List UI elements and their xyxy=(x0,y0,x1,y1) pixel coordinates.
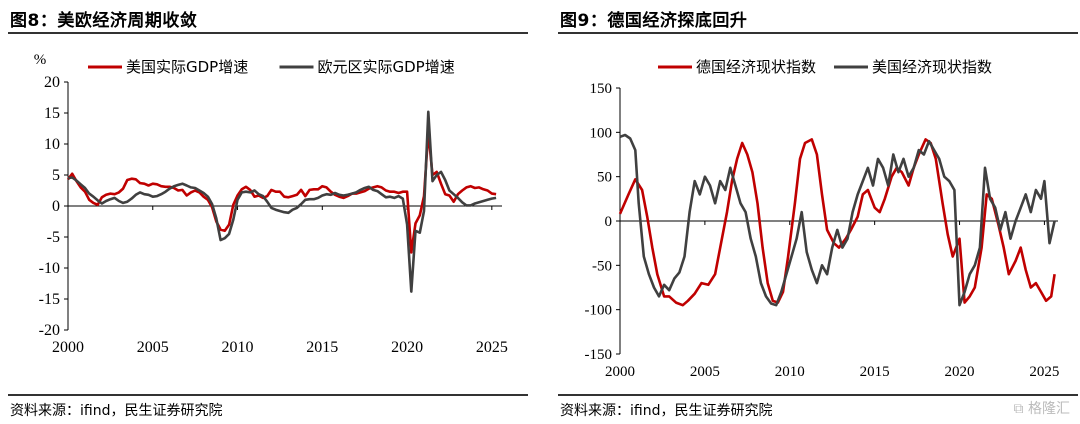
watermark-logo: ⧉ 格隆汇 xyxy=(1013,401,1070,417)
y-tick-label: 10 xyxy=(44,136,60,153)
y-tick-label: 5 xyxy=(52,167,60,184)
chart-title: 图8：美欧经济周期收敛 xyxy=(10,11,198,31)
x-tick-label: 2020 xyxy=(391,339,423,356)
source-rule xyxy=(558,394,1078,396)
source-rule xyxy=(8,394,528,396)
x-tick-label: 2020 xyxy=(945,364,975,380)
y-tick-label: 15 xyxy=(44,105,60,122)
y-tick-label: -150 xyxy=(585,347,613,363)
series-line-2 xyxy=(67,110,497,293)
chart-panel-germany: 图9：德国经济探底回升 150 100 50 0 -50 -100 -150 2000 2005… xyxy=(550,0,1080,424)
x-tick-label: 2010 xyxy=(775,364,805,380)
y-tick-label: -5 xyxy=(47,229,60,246)
y-tick-label: -15 xyxy=(39,291,60,308)
x-tick-label: 2000 xyxy=(52,339,84,356)
legend-item-2: 美国经济现状指数 xyxy=(834,58,992,76)
chart-panel-us-eu: 图8：美欧经济周期收敛 20 15 10 5 0 -5 -10 -15 -20 2000 2005 2… xyxy=(0,0,530,424)
x-tick-label: 2005 xyxy=(690,364,720,380)
y-tick-label: -20 xyxy=(39,322,60,339)
watermark-text: 格隆汇 xyxy=(1028,401,1070,417)
series-line-1 xyxy=(618,138,1056,307)
y-tick-label: 0 xyxy=(605,214,613,230)
y-tick-label: -100 xyxy=(585,303,613,319)
legend-label: 美国经济现状指数 xyxy=(872,58,992,76)
y-tick-label: 0 xyxy=(52,198,60,215)
x-tick-label: 2025 xyxy=(1029,364,1059,380)
x-tick-label: 2015 xyxy=(306,339,338,356)
source-note: 资料来源：ifind，民生证券研究院 xyxy=(560,403,773,419)
chart-title: 图9：德国经济探底回升 xyxy=(560,11,748,31)
y-tick-label: -50 xyxy=(592,258,612,274)
x-tick-label: 2000 xyxy=(605,364,635,380)
y-tick-label: 150 xyxy=(590,81,613,97)
y-tick-label: 100 xyxy=(590,125,613,141)
x-tick-label: 2005 xyxy=(137,339,169,356)
legend-label: 欧元区实际GDP增速 xyxy=(318,58,455,76)
title-rule xyxy=(8,32,528,34)
legend-item-1: 美国实际GDP增速 xyxy=(88,58,248,76)
legend-item-2: 欧元区实际GDP增速 xyxy=(279,58,455,76)
x-tick-label: 2010 xyxy=(222,339,254,356)
y-tick-label: 50 xyxy=(597,170,612,186)
x-tick-label: 2025 xyxy=(476,339,508,356)
legend-item-1: 德国经济现状指数 xyxy=(658,58,816,76)
y-tick-label: -10 xyxy=(39,260,60,277)
series-line-2 xyxy=(619,133,1056,307)
y-tick-label: 20 xyxy=(44,74,60,91)
source-note: 资料来源：ifind，民生证券研究院 xyxy=(10,403,223,419)
x-tick-label: 2015 xyxy=(860,364,890,380)
y-unit-label: % xyxy=(34,52,47,68)
title-rule xyxy=(558,32,1078,34)
legend-label: 美国实际GDP增速 xyxy=(126,58,248,76)
legend-label: 德国经济现状指数 xyxy=(696,58,816,76)
